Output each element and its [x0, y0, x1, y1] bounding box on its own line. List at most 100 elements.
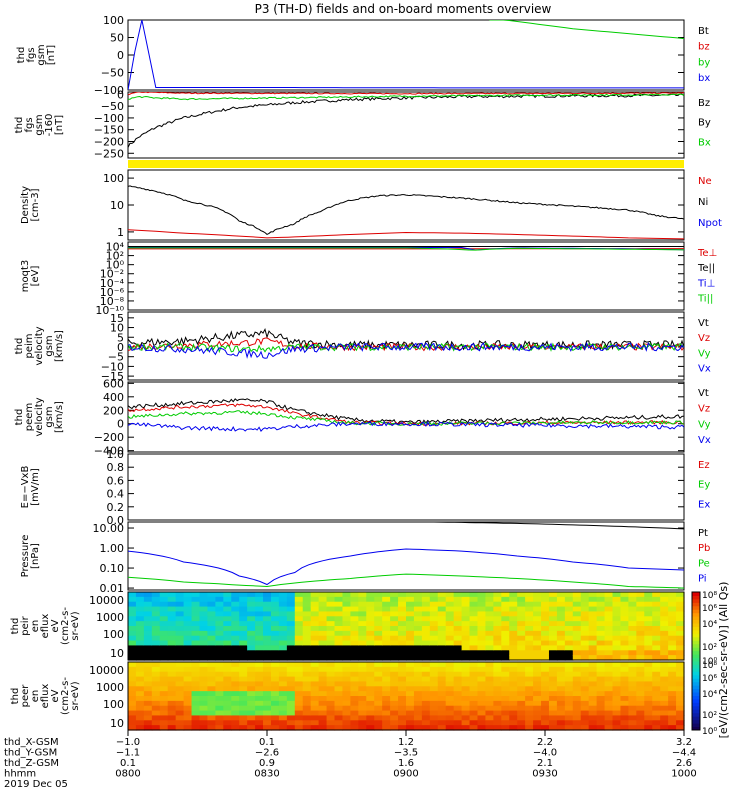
spec-cell: [199, 596, 209, 603]
spec-cell: [255, 725, 264, 731]
spec-cell: [215, 662, 224, 668]
spec-cell: [636, 635, 645, 642]
spec-cell: [421, 650, 431, 656]
spec-cell: [398, 662, 407, 668]
spec-cell: [429, 601, 439, 608]
spec-cell: [596, 606, 606, 613]
spec-cell: [556, 681, 566, 687]
spec-cell: [509, 650, 518, 656]
spec-cell: [429, 720, 439, 726]
spec-cell: [342, 592, 351, 598]
x-row-label: hhmm: [4, 769, 36, 780]
spec-cell: [398, 596, 407, 603]
spec-cell: [604, 676, 614, 683]
y-tick-label: −10: [101, 360, 124, 373]
spec-cell: [461, 686, 471, 692]
spec-cell: [334, 662, 344, 668]
spec-cell: [231, 592, 240, 598]
spec-cell: [636, 705, 645, 712]
spec-cell: [556, 720, 566, 726]
spec-cell: [390, 686, 399, 692]
spec-cell: [533, 645, 542, 651]
spec-cell: [620, 650, 629, 656]
spec-cell: [676, 611, 685, 617]
spec-cell: [255, 671, 264, 678]
y-tick-label: 0.0: [107, 514, 125, 527]
x-row-label: 2019 Dec 05: [4, 779, 68, 790]
spec-cell: [564, 650, 574, 656]
spec-cell: [326, 592, 336, 598]
colorbar-cell: [692, 609, 700, 614]
y-tick-label: 0.6: [107, 474, 125, 487]
spec-cell: [429, 710, 439, 717]
spec-cell: [278, 681, 288, 687]
spec-cell: [612, 640, 622, 647]
spec-cell: [143, 601, 153, 608]
spec-cell: [286, 645, 296, 651]
spec-cell: [660, 611, 669, 617]
spec-cell: [533, 715, 542, 721]
spec-cell: [382, 630, 391, 637]
spec-cell: [167, 676, 177, 683]
spec-cell: [469, 630, 479, 637]
spec-cell: [207, 666, 216, 673]
spec-cell: [628, 596, 637, 603]
spec-cell: [231, 666, 240, 673]
spec-cell: [135, 686, 145, 692]
spec-cell: [676, 645, 685, 651]
spec-cell: [620, 640, 629, 647]
spec-cell: [334, 601, 344, 608]
spec-cell: [445, 666, 455, 673]
spec-cell: [596, 715, 606, 721]
spec-cell: [326, 715, 336, 721]
spec-cell: [541, 640, 550, 647]
spec-cell: [580, 621, 590, 627]
spec-cell: [286, 611, 296, 617]
spec-cell: [175, 650, 185, 656]
series-blue: [128, 341, 684, 359]
spec-cell: [501, 662, 510, 668]
spec-cell: [326, 671, 336, 678]
panel-ylabel: en: [30, 690, 41, 703]
spec-cell: [437, 662, 447, 668]
spec-cell: [334, 681, 344, 687]
spec-cell: [247, 681, 256, 687]
spec-cell: [676, 700, 685, 707]
spec-cell: [302, 662, 312, 668]
spec-cell: [517, 671, 526, 678]
spec-cell: [159, 725, 169, 731]
spec-cell: [461, 630, 471, 637]
spec-cell: [286, 592, 296, 598]
spec-cell: [207, 601, 216, 608]
spec-cell: [636, 691, 645, 697]
spec-cell: [255, 662, 264, 668]
spec-cell: [509, 601, 518, 608]
spec-cell: [231, 725, 240, 731]
spec-cell: [151, 616, 161, 622]
spec-cell: [620, 611, 629, 617]
spec-cell: [437, 616, 447, 622]
spec-cell: [366, 691, 375, 697]
spec-cell: [128, 671, 137, 678]
spec-cell: [668, 616, 677, 622]
spec-cell: [239, 611, 248, 617]
panel-ylabel: -160: [44, 114, 55, 137]
spec-cell: [485, 720, 494, 726]
spec-cell: [429, 611, 439, 617]
spec-cell: [175, 621, 185, 627]
spec-cell: [239, 696, 248, 702]
spec-cell: [191, 655, 201, 661]
spec-cell: [485, 691, 494, 697]
spec-cell: [445, 686, 455, 692]
spec-cell: [143, 700, 153, 707]
spec-cell: [453, 611, 463, 617]
spec-cell: [660, 710, 669, 717]
colorbar-cell: [692, 619, 700, 624]
spec-cell: [541, 621, 550, 627]
spec-cell: [445, 606, 455, 613]
spec-cell: [135, 676, 145, 683]
panel-frame: [127, 453, 685, 521]
spec-cell: [580, 696, 590, 702]
spec-cell: [509, 686, 518, 692]
